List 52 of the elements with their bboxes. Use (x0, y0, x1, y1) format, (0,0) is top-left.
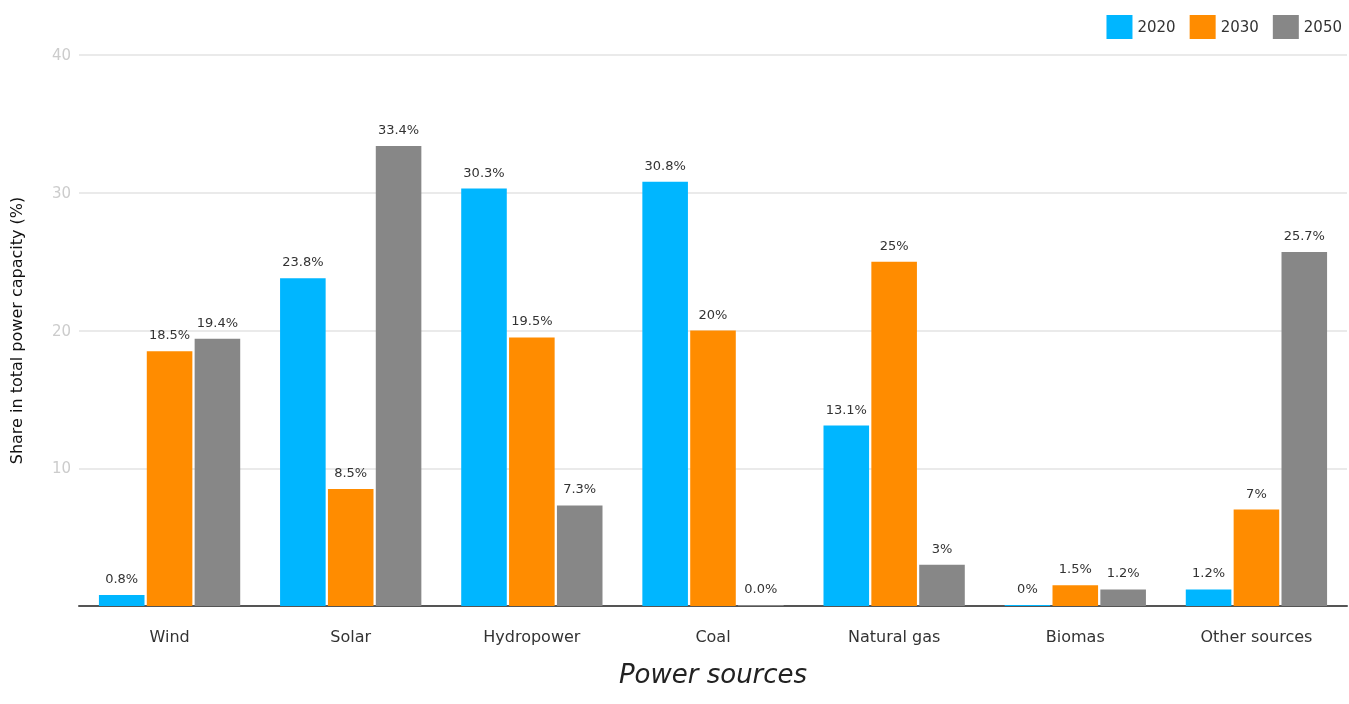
data-label: 8.5% (334, 464, 368, 480)
x-tick-label: Other sources (1200, 626, 1313, 646)
bar (1052, 585, 1099, 606)
bar (556, 505, 603, 606)
data-label: 18.5% (148, 327, 191, 343)
bar (194, 338, 241, 606)
data-label: 25.7% (1283, 227, 1325, 243)
data-label: 30.3% (463, 164, 505, 180)
data-label: 7% (1246, 485, 1267, 501)
x-tick-label: Hydropower (483, 626, 581, 646)
data-label: 13.1% (825, 401, 867, 417)
data-label: 20% (698, 306, 728, 322)
bar (1281, 251, 1328, 606)
bar (1100, 589, 1146, 606)
bar (823, 425, 870, 606)
bar (280, 278, 326, 606)
bar (642, 181, 688, 606)
data-label: 0.0% (744, 581, 778, 596)
bar (1233, 509, 1280, 606)
data-label: 19.4% (196, 314, 239, 330)
x-tick-label: Wind (149, 626, 190, 646)
x-tick-label: Solar (330, 626, 372, 646)
bar (146, 351, 193, 606)
data-label: 19.5% (511, 313, 553, 329)
data-label: 1.2% (1192, 565, 1226, 581)
bar (375, 145, 422, 606)
x-tick-label: Coal (695, 626, 731, 646)
legend-label: 2020 (1137, 18, 1176, 36)
bar (1185, 589, 1232, 606)
bar (327, 488, 374, 606)
legend-label: 2050 (1303, 18, 1343, 36)
data-label: 3% (931, 540, 953, 556)
data-label: 0.8% (105, 570, 139, 586)
data-label: 25% (879, 237, 909, 253)
data-label: 23.8% (282, 254, 324, 270)
x-tick-label: Biomas (1045, 626, 1105, 646)
data-label: 0% (1017, 581, 1038, 596)
bar (461, 188, 507, 606)
bar (509, 337, 555, 606)
bar (98, 594, 145, 606)
data-label: 33.4% (377, 121, 420, 137)
bar (690, 330, 736, 606)
x-tick-label: Natural gas (847, 626, 941, 646)
legend-label: 2030 (1220, 18, 1259, 36)
bar (871, 261, 917, 606)
data-label: 1.5% (1058, 561, 1092, 577)
data-label: 30.8% (644, 157, 686, 173)
x-axis-title: Power sources (618, 659, 808, 689)
y-axis-title: Share in total power capacity (%) (6, 196, 26, 465)
data-label: 7.3% (563, 481, 597, 497)
data-label: 1.2% (1106, 565, 1140, 581)
bar (919, 564, 965, 606)
